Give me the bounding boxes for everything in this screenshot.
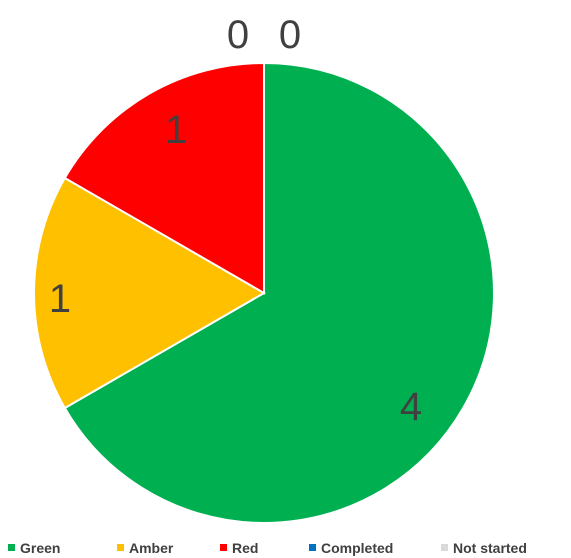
pie-slice-green (63, 61, 495, 524)
legend: Green Amber Red Completed Not started (0, 539, 571, 558)
legend-item-not-started: Not started (441, 539, 527, 557)
legend-swatch-completed (309, 544, 316, 551)
legend-swatch-red (220, 544, 227, 551)
data-label-amber: 1 (49, 277, 71, 321)
legend-label-green: Green (20, 540, 61, 556)
legend-label-red: Red (232, 540, 259, 556)
data-label-red: 1 (165, 108, 187, 152)
legend-swatch-not-started (441, 544, 448, 551)
legend-label-completed: Completed (321, 540, 394, 556)
pie-slice-amber (33, 176, 266, 410)
legend-item-red: Red (220, 539, 258, 557)
pie-slices (33, 61, 495, 524)
legend-label-amber: Amber (129, 540, 174, 556)
legend-swatch-amber (117, 544, 124, 551)
data-labels: 4 1 1 0 0 (49, 13, 422, 429)
pie-slice-red (63, 61, 265, 295)
data-label-not-started: 0 (279, 13, 301, 57)
legend-item-green: Green (8, 539, 60, 557)
legend-label-not-started: Not started (453, 540, 527, 556)
data-label-green: 4 (400, 385, 422, 429)
legend-item-completed: Completed (309, 539, 393, 557)
data-label-completed: 0 (227, 13, 249, 57)
legend-swatch-green (8, 544, 15, 551)
legend-item-amber: Amber (117, 539, 173, 557)
